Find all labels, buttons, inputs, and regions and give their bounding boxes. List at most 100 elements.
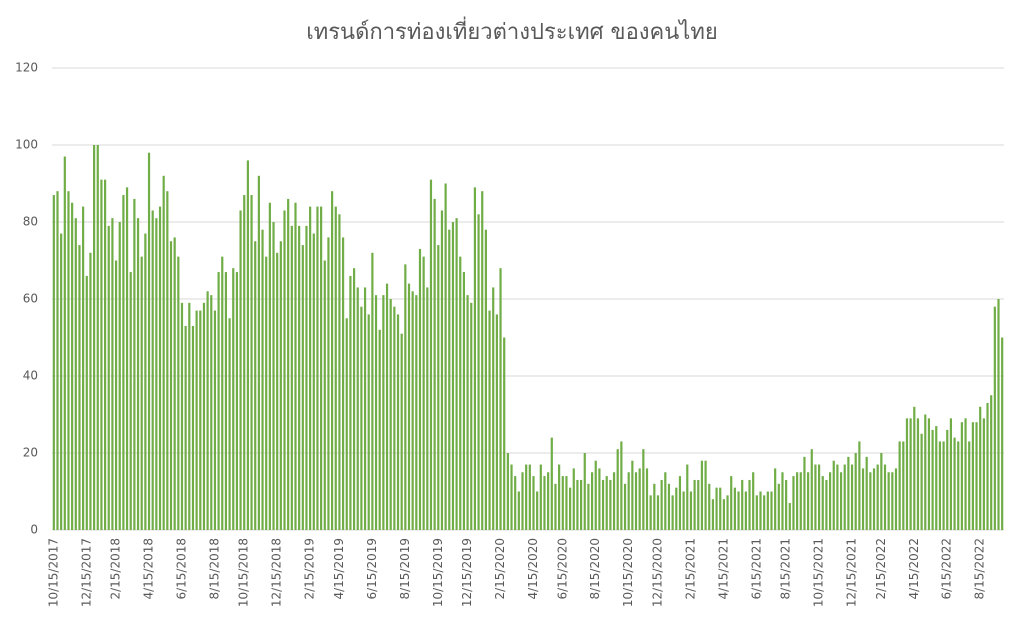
bar bbox=[561, 476, 564, 530]
bar bbox=[466, 295, 469, 530]
bar bbox=[975, 422, 978, 530]
x-tick-label: 2/15/2020 bbox=[493, 538, 507, 600]
bar bbox=[605, 476, 608, 530]
bar bbox=[913, 406, 916, 530]
bar bbox=[338, 214, 341, 531]
bar bbox=[122, 195, 125, 531]
bar bbox=[693, 479, 696, 530]
bar bbox=[407, 283, 411, 530]
bar bbox=[129, 272, 132, 530]
bar bbox=[528, 464, 531, 530]
bar bbox=[89, 252, 92, 531]
bar bbox=[536, 491, 539, 530]
bar bbox=[506, 453, 509, 530]
bar bbox=[265, 256, 268, 530]
bar bbox=[180, 302, 184, 530]
bar bbox=[733, 487, 736, 530]
bar bbox=[883, 464, 887, 530]
x-tick-label: 2/15/2018 bbox=[109, 538, 123, 600]
bar bbox=[550, 437, 553, 530]
bar bbox=[74, 218, 77, 530]
bar bbox=[290, 225, 293, 530]
x-tick-label: 8/15/2018 bbox=[207, 538, 221, 600]
bar bbox=[437, 245, 440, 530]
bar bbox=[235, 272, 239, 530]
bar bbox=[953, 437, 956, 530]
bar bbox=[920, 433, 923, 530]
bar bbox=[71, 202, 74, 530]
x-tick-label: 12/15/2019 bbox=[460, 538, 474, 607]
bar bbox=[872, 468, 876, 530]
bar bbox=[100, 179, 103, 530]
bar bbox=[323, 260, 326, 530]
bar bbox=[495, 314, 498, 530]
bar bbox=[590, 472, 594, 530]
bar bbox=[184, 325, 187, 530]
bar bbox=[792, 476, 795, 530]
bar bbox=[744, 491, 747, 530]
x-tick-label: 2/15/2019 bbox=[303, 538, 317, 600]
bar bbox=[67, 191, 70, 530]
bar bbox=[213, 310, 217, 530]
bar bbox=[422, 256, 425, 530]
x-tick-label: 6/15/2020 bbox=[555, 538, 569, 600]
bar bbox=[902, 441, 905, 530]
bar bbox=[56, 191, 59, 530]
bar bbox=[905, 418, 909, 530]
bar bbox=[276, 252, 279, 531]
bar bbox=[144, 233, 147, 531]
bar bbox=[261, 229, 264, 530]
bar bbox=[810, 449, 813, 530]
bar bbox=[653, 483, 656, 530]
x-tick-label: 10/15/2020 bbox=[621, 538, 635, 607]
bar bbox=[444, 183, 447, 530]
bar bbox=[946, 429, 949, 530]
bar bbox=[821, 476, 824, 530]
y-tick-label: 80 bbox=[23, 215, 38, 229]
bar bbox=[279, 241, 282, 530]
bar bbox=[1001, 337, 1004, 530]
bar bbox=[839, 472, 843, 530]
bar bbox=[638, 468, 641, 530]
bar bbox=[931, 429, 934, 530]
bar bbox=[195, 310, 198, 530]
bar bbox=[191, 325, 195, 530]
bar bbox=[356, 287, 359, 530]
bar bbox=[488, 310, 491, 530]
bar bbox=[232, 268, 235, 530]
bar bbox=[869, 472, 872, 530]
bar bbox=[382, 295, 385, 530]
bar bbox=[927, 418, 931, 530]
y-tick-label: 60 bbox=[23, 292, 38, 306]
bar bbox=[935, 426, 938, 530]
bar bbox=[52, 195, 55, 531]
bar bbox=[327, 237, 330, 530]
bar bbox=[78, 245, 81, 530]
bar bbox=[708, 483, 711, 530]
bar bbox=[305, 225, 308, 530]
bar bbox=[93, 145, 96, 530]
bar bbox=[492, 287, 495, 530]
bar bbox=[367, 314, 370, 530]
bar bbox=[440, 210, 444, 530]
bar bbox=[847, 456, 850, 530]
bar bbox=[539, 464, 542, 530]
bar bbox=[294, 202, 297, 530]
x-tick-label: 6/15/2019 bbox=[365, 538, 379, 600]
bar bbox=[916, 418, 920, 530]
bar bbox=[748, 479, 751, 530]
bar bbox=[755, 495, 758, 530]
bar bbox=[341, 237, 345, 530]
bar bbox=[389, 299, 392, 530]
bar bbox=[971, 422, 974, 530]
bar bbox=[521, 472, 524, 530]
bar bbox=[788, 503, 791, 530]
bar bbox=[221, 256, 224, 530]
x-tick-label: 12/15/2018 bbox=[270, 538, 284, 607]
bar bbox=[741, 479, 744, 530]
bar bbox=[891, 472, 894, 530]
bar bbox=[378, 329, 381, 530]
bar bbox=[697, 479, 700, 530]
x-tick-label: 10/15/2021 bbox=[812, 538, 826, 607]
bar bbox=[514, 476, 517, 530]
